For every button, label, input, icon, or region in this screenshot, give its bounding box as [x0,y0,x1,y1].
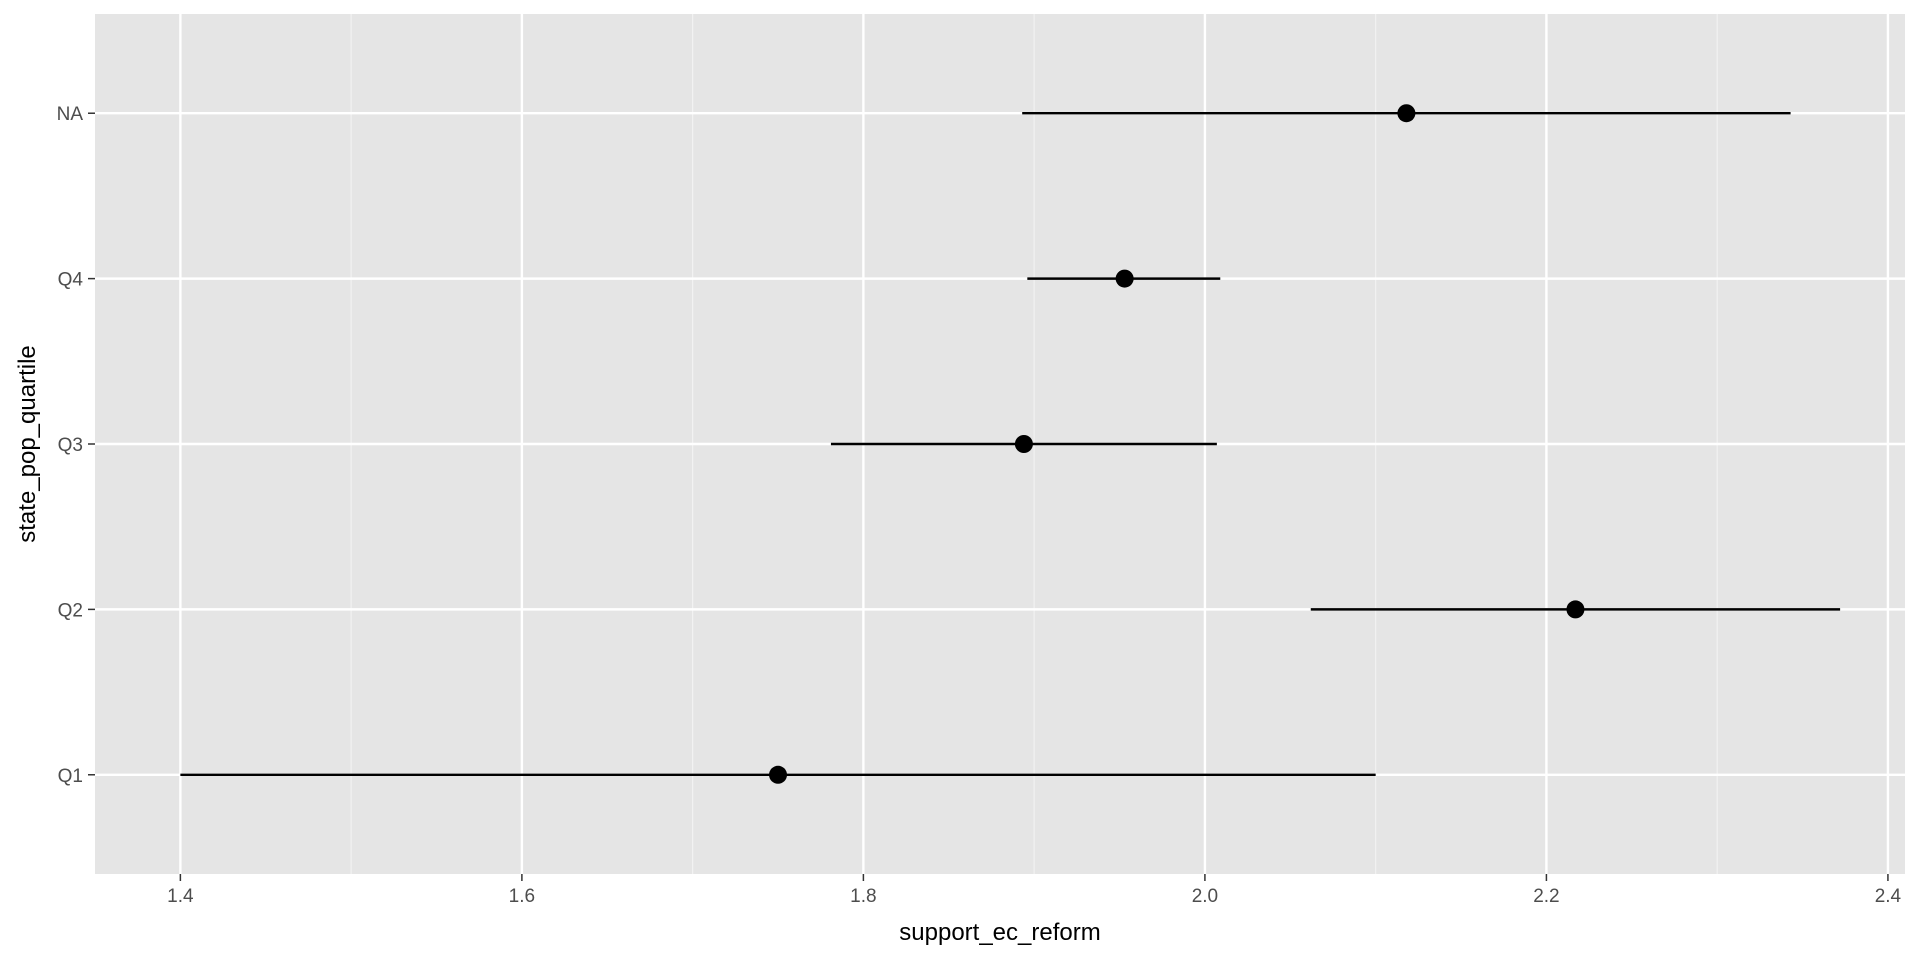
estimate-point-q3 [1014,435,1033,453]
x-tick-label: 1.6 [509,886,535,907]
estimate-point-q1 [769,765,788,784]
x-tick-label: 2.4 [1875,886,1902,907]
estimate-point-q2 [1566,600,1585,619]
x-axis-ticks: 1.4 1.6 1.8 2.0 2.2 2.4 [167,874,1902,907]
y-tick-label: Q1 [58,766,83,787]
x-tick-label: 2.0 [1192,886,1218,907]
y-tick-label: NA [57,104,84,125]
estimate-points [769,104,1585,784]
estimate-point-q4 [1115,269,1134,288]
estimate-point-na [1397,104,1416,123]
y-tick-label: Q3 [58,435,83,456]
x-tick-label: 2.2 [1533,886,1559,907]
y-tick-label: Q2 [58,600,83,621]
x-tick-label: 1.4 [167,886,194,907]
x-axis-title: support_ec_reform [899,919,1100,946]
x-tick-label: 1.8 [850,886,876,907]
y-tick-label: Q4 [58,270,84,291]
y-axis-ticks: Q1 Q2 Q3 Q4 NA [57,104,95,787]
y-axis-title: state_pop_quartile [14,345,41,542]
